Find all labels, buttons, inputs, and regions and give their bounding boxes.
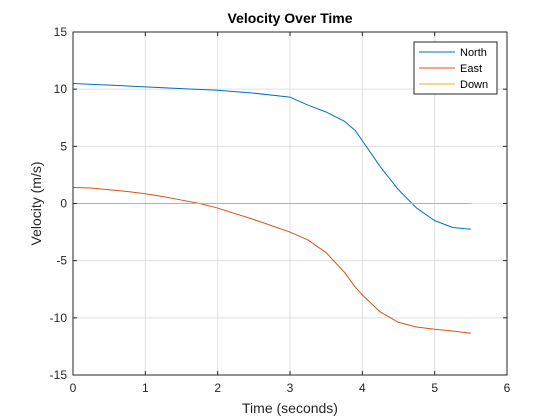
x-tick-label: 6	[504, 381, 511, 395]
legend-label-east: East	[460, 63, 482, 75]
y-tick-label: 5	[60, 139, 67, 153]
legend-label-north: North	[460, 47, 487, 59]
y-tick-label: -5	[56, 254, 67, 268]
series-line-north	[72, 82, 471, 230]
x-tick-label: 1	[142, 381, 149, 395]
y-tick-label: 15	[54, 25, 68, 39]
chart-title: Velocity Over Time	[227, 10, 352, 26]
x-axis-label: Time (seconds)	[242, 400, 338, 416]
x-tick-label: 2	[214, 381, 221, 395]
legend-label-down: Down	[460, 79, 488, 91]
x-tick-label: 0	[70, 381, 77, 395]
x-tick-label: 3	[287, 381, 294, 395]
x-tick-label: 4	[359, 381, 366, 395]
y-tick-label: -15	[50, 368, 68, 382]
y-tick-label: -10	[50, 311, 68, 325]
series-line-east	[72, 186, 471, 334]
ticks: 0 1 2 3 4 5 6 -15 -10 -5 0 5 10 15	[50, 25, 511, 395]
x-tick-label: 5	[431, 381, 438, 395]
series-lines	[72, 82, 471, 334]
y-tick-label: 10	[54, 82, 68, 96]
y-tick-label: 0	[60, 197, 67, 211]
y-axis-label: Velocity (m/s)	[28, 161, 44, 245]
legend: North East Down	[413, 41, 498, 95]
